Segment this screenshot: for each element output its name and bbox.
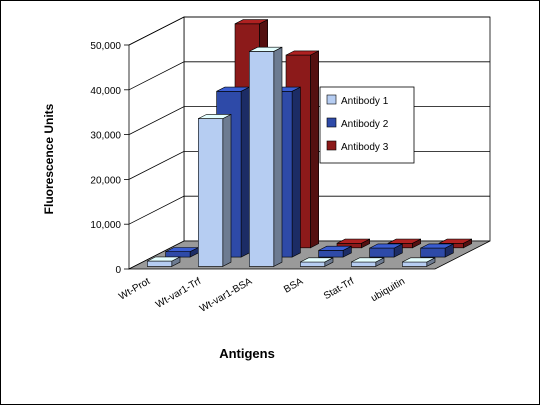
y-axis-ticks: 0 10,000 20,000 30,000 40,000 50,000 — [90, 41, 129, 276]
x-tick-label: Wt-var1-Trf — [154, 276, 203, 311]
legend-swatch — [326, 140, 337, 151]
bar-front — [165, 251, 191, 258]
y-tick-label: 0 — [115, 265, 121, 276]
bar — [401, 257, 436, 267]
bar-front — [318, 250, 344, 258]
bar-top — [198, 114, 232, 119]
bar-front — [299, 261, 326, 267]
x-tick-label: BSA — [282, 276, 305, 296]
bar-front — [147, 260, 173, 267]
bar — [420, 243, 454, 258]
y-tick-label: 10,000 — [90, 220, 121, 231]
bar-top — [285, 50, 319, 56]
x-tick-label: Stat-Trf — [322, 276, 356, 302]
y-axis-label: Fluorescence Units — [42, 103, 56, 214]
bar — [165, 247, 199, 258]
bar-top — [300, 257, 334, 263]
bar-front — [249, 51, 275, 267]
gridline — [128, 61, 490, 91]
legend-label: Antibody 1 — [341, 96, 389, 107]
bar-top — [147, 256, 181, 262]
bar — [369, 243, 403, 258]
legend: Antibody 1 Antibody 2 Antibody 3 — [319, 86, 415, 164]
bar-top — [369, 243, 403, 249]
bar-top — [234, 19, 268, 25]
bar-top — [387, 238, 421, 244]
bar-top — [438, 238, 472, 244]
bar-top — [420, 243, 454, 249]
y-tick-label: 20,000 — [90, 175, 121, 186]
bar-side — [240, 86, 250, 258]
y-tick-label: 40,000 — [90, 86, 121, 97]
bar-side — [291, 86, 301, 258]
bar-top — [402, 257, 436, 263]
bar — [318, 245, 352, 258]
bar — [147, 256, 181, 267]
bar — [249, 46, 283, 267]
gridline — [128, 195, 490, 225]
bar-top — [336, 238, 370, 244]
x-tick-label: Wt-Prot — [117, 276, 152, 303]
bar-side — [222, 113, 232, 267]
bar-front — [420, 247, 446, 258]
x-tick-label: Wt-var1-BSA — [198, 276, 254, 315]
bar-front — [350, 261, 377, 267]
bar-front — [198, 118, 224, 267]
y-tick-label: 30,000 — [90, 131, 121, 142]
legend-label: Antibody 3 — [341, 142, 389, 153]
bar — [198, 113, 232, 267]
bar-side — [310, 50, 320, 249]
x-axis-label: Antigens — [219, 346, 275, 361]
bar-front — [401, 261, 428, 267]
legend-label: Antibody 2 — [341, 119, 389, 130]
bar — [299, 257, 334, 267]
legend-swatch — [326, 117, 337, 128]
side-wall — [128, 16, 185, 270]
bar-side — [273, 46, 283, 267]
bar-top — [318, 245, 352, 251]
bar-top — [351, 257, 385, 263]
bar-top — [249, 46, 283, 52]
bar — [350, 257, 385, 267]
gridline — [128, 16, 490, 46]
x-tick-label: ubiquitin — [369, 276, 407, 304]
y-tick-label: 50,000 — [90, 41, 121, 52]
bars — [147, 19, 473, 267]
legend-swatch — [326, 94, 337, 105]
bar-front — [369, 247, 395, 258]
